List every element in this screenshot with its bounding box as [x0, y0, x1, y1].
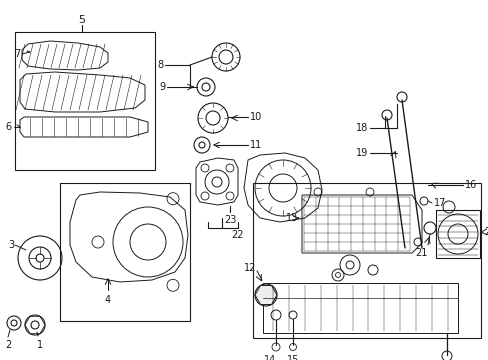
Text: 18: 18: [355, 123, 367, 133]
Text: 7: 7: [14, 49, 20, 59]
Bar: [252, 183, 480, 338]
Text: 12: 12: [243, 263, 256, 273]
Text: 21: 21: [415, 248, 427, 258]
Text: 15: 15: [286, 355, 299, 360]
Bar: [15, 32, 155, 170]
Polygon shape: [254, 285, 276, 305]
Bar: [60, 183, 190, 321]
Text: 3: 3: [8, 240, 14, 250]
Text: 9: 9: [159, 82, 164, 92]
Text: 4: 4: [105, 295, 111, 305]
Text: 8: 8: [157, 60, 163, 70]
Text: 16: 16: [464, 180, 476, 190]
Text: 22: 22: [231, 230, 244, 240]
Text: 6: 6: [6, 122, 12, 132]
Text: 23: 23: [224, 215, 236, 225]
Text: 20: 20: [483, 227, 488, 237]
Text: 2: 2: [5, 340, 11, 350]
Text: 19: 19: [355, 148, 367, 158]
Text: 13: 13: [285, 213, 297, 223]
Text: 1: 1: [37, 340, 43, 350]
Text: 10: 10: [249, 112, 262, 122]
Text: 5: 5: [79, 15, 85, 25]
Text: 11: 11: [249, 140, 262, 150]
Text: 17: 17: [433, 198, 446, 208]
Text: 14: 14: [264, 355, 276, 360]
